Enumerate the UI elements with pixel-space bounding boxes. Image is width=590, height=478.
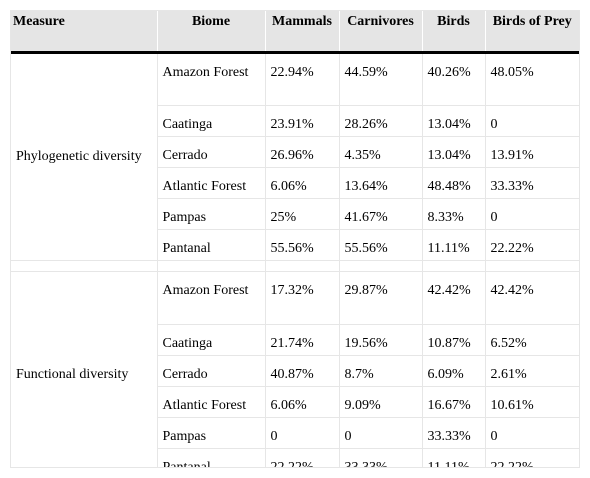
birds-of-prey-cell: 13.91%	[485, 136, 579, 168]
measure-cell: Functional diversity	[11, 271, 158, 467]
birds-of-prey-cell: 2.61%	[485, 355, 579, 387]
biome-cell: Pampas	[157, 417, 266, 449]
birds-of-prey-cell: 10.61%	[485, 386, 579, 418]
biome-cell: Amazon Forest	[157, 52, 266, 106]
carnivores-cell: 41.67%	[339, 198, 423, 230]
birds-cell: 48.48%	[422, 167, 486, 199]
carnivores-cell: 44.59%	[339, 52, 423, 106]
diversity-table: Measure Biome Mammals Carnivores Birds B…	[11, 11, 579, 467]
table-row: Pantanal 55.56% 55.56% 11.11% 22.22%	[11, 229, 579, 261]
mammals-cell: 23.91%	[265, 105, 340, 137]
carnivores-cell: 4.35%	[339, 136, 423, 168]
birds-of-prey-cell: 22.22%	[485, 229, 579, 261]
biome-cell: Pampas	[157, 198, 266, 230]
carnivores-cell: 0	[339, 417, 423, 449]
biome-cell: Pantanal	[157, 229, 266, 261]
table-row: Cerrado 26.96% 4.35% 13.04% 13.91%	[11, 136, 579, 168]
carnivores-cell: 8.7%	[339, 355, 423, 387]
birds-cell: 33.33%	[422, 417, 486, 449]
biome-cell: Atlantic Forest	[157, 167, 266, 199]
header-carnivores: Carnivores	[339, 11, 423, 54]
biome-cell: Caatinga	[157, 105, 266, 137]
carnivores-cell: 33.33%	[339, 448, 423, 467]
mammals-cell: 22.22%	[265, 448, 340, 467]
biome-cell: Amazon Forest	[157, 271, 266, 325]
carnivores-cell: 28.26%	[339, 105, 423, 137]
mammals-cell: 25%	[265, 198, 340, 230]
header-mammals: Mammals	[265, 11, 340, 54]
biome-cell: Caatinga	[157, 324, 266, 356]
mammals-cell: 40.87%	[265, 355, 340, 387]
mammals-cell: 21.74%	[265, 324, 340, 356]
table-header: Measure Biome Mammals Carnivores Birds B…	[11, 11, 579, 54]
table-body: Phylogenetic diversity Amazon Forest 22.…	[11, 52, 579, 467]
group-separator	[11, 260, 579, 272]
birds-cell: 13.04%	[422, 136, 486, 168]
birds-cell: 16.67%	[422, 386, 486, 418]
birds-cell: 11.11%	[422, 448, 486, 467]
table-row: Pampas 25% 41.67% 8.33% 0	[11, 198, 579, 230]
mammals-cell: 0	[265, 417, 340, 449]
birds-of-prey-cell: 22.22%	[485, 448, 579, 467]
birds-of-prey-cell: 48.05%	[485, 52, 579, 106]
birds-of-prey-cell: 33.33%	[485, 167, 579, 199]
biome-cell: Cerrado	[157, 355, 266, 387]
birds-of-prey-cell: 42.42%	[485, 271, 579, 325]
carnivores-cell: 55.56%	[339, 229, 423, 261]
table-row: Atlantic Forest 6.06% 13.64% 48.48% 33.3…	[11, 167, 579, 199]
birds-cell: 8.33%	[422, 198, 486, 230]
table-row: Phylogenetic diversity Amazon Forest 22.…	[11, 52, 579, 261]
mammals-cell: 22.94%	[265, 52, 340, 106]
mammals-cell: 6.06%	[265, 167, 340, 199]
table-row: Caatinga 21.74% 19.56% 10.87% 6.52%	[11, 324, 579, 356]
header-measure: Measure	[11, 11, 158, 54]
carnivores-cell: 19.56%	[339, 324, 423, 356]
header-birds-of-prey: Birds of Prey	[485, 11, 579, 54]
diversity-table-frame: Measure Biome Mammals Carnivores Birds B…	[10, 10, 580, 468]
table-row: Functional diversity Amazon Forest 17.32…	[11, 271, 579, 467]
header-biome: Biome	[157, 11, 266, 54]
table-row: Pantanal 22.22% 33.33% 11.11% 22.22%	[11, 448, 579, 467]
birds-cell: 10.87%	[422, 324, 486, 356]
mammals-cell: 26.96%	[265, 136, 340, 168]
header-birds: Birds	[422, 11, 486, 54]
birds-cell: 40.26%	[422, 52, 486, 106]
measure-cell: Phylogenetic diversity	[11, 52, 158, 261]
birds-cell: 42.42%	[422, 271, 486, 325]
table-row: Atlantic Forest 6.06% 9.09% 16.67% 10.61…	[11, 386, 579, 418]
mammals-cell: 55.56%	[265, 229, 340, 261]
birds-of-prey-cell: 0	[485, 417, 579, 449]
carnivores-cell: 13.64%	[339, 167, 423, 199]
birds-of-prey-cell: 0	[485, 198, 579, 230]
birds-of-prey-cell: 6.52%	[485, 324, 579, 356]
birds-cell: 6.09%	[422, 355, 486, 387]
biome-cell: Pantanal	[157, 448, 266, 467]
carnivores-cell: 9.09%	[339, 386, 423, 418]
table-row: Cerrado 40.87% 8.7% 6.09% 2.61%	[11, 355, 579, 387]
birds-cell: 13.04%	[422, 105, 486, 137]
table-row: Pampas 0 0 33.33% 0	[11, 417, 579, 449]
birds-of-prey-cell: 0	[485, 105, 579, 137]
birds-cell: 11.11%	[422, 229, 486, 261]
table-row: Caatinga 23.91% 28.26% 13.04% 0	[11, 105, 579, 137]
biome-cell: Atlantic Forest	[157, 386, 266, 418]
header-row: Measure Biome Mammals Carnivores Birds B…	[11, 11, 579, 54]
biome-cell: Cerrado	[157, 136, 266, 168]
mammals-cell: 17.32%	[265, 271, 340, 325]
mammals-cell: 6.06%	[265, 386, 340, 418]
carnivores-cell: 29.87%	[339, 271, 423, 325]
